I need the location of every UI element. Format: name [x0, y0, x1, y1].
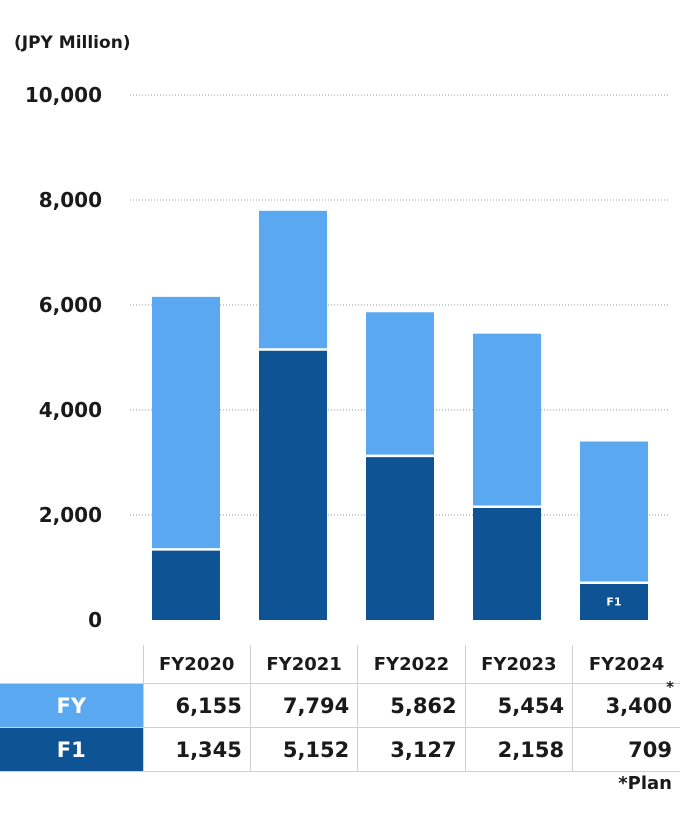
y-tick-label: 0: [88, 608, 102, 632]
cell-fy-2022: 5,862: [357, 683, 466, 728]
cell-fy-2023: 5,454: [464, 683, 573, 728]
cell-f1-2020: 1,345: [142, 727, 251, 772]
header-fy2022: FY2022: [357, 645, 466, 684]
bar-f1-fy2020: [152, 549, 220, 620]
y-tick-label: 8,000: [39, 188, 102, 212]
bar-f1-fy2023: [473, 506, 541, 620]
cell-f1-2023: 2,158: [464, 727, 573, 772]
table-row-fy: FY 6,155 7,794 5,862 5,454 * 3,400: [0, 678, 680, 728]
plan-asterisk: *: [666, 678, 674, 696]
y-tick-label: 6,000: [39, 293, 102, 317]
table-header-row: FY2020 FY2021 FY2022 FY2023 FY2024: [0, 645, 680, 684]
header-fy2020: FY2020: [142, 645, 251, 684]
row-label-fy: FY: [0, 683, 143, 728]
bar-f1-fy2021: [259, 349, 327, 620]
bar-annotation: F1: [606, 595, 621, 608]
y-tick-label: 4,000: [39, 398, 102, 422]
bar-chart: 0 2,000 4,000 6,000 8,000 10,000 F1: [25, 83, 668, 632]
cell-fy-2024: * 3,400: [572, 678, 680, 728]
cell-fy-2020: 6,155: [142, 683, 251, 728]
header-blank: [0, 645, 143, 684]
cell-fy-2021: 7,794: [249, 683, 358, 728]
bar-f1-fy2024: [580, 582, 648, 620]
y-tick-label: 2,000: [39, 503, 102, 527]
cell-f1-2022: 3,127: [357, 727, 466, 772]
cell-f1-2024: 709: [572, 727, 680, 772]
y-tick-label: 10,000: [25, 83, 102, 107]
unit-label: (JPY Million): [14, 33, 131, 53]
data-table: FY2020 FY2021 FY2022 FY2023 FY2024 FY 6,…: [0, 645, 680, 772]
cell-fy-2024-value: 3,400: [605, 693, 672, 718]
row-label-f1: F1: [0, 727, 143, 772]
table-row-f1: F1 1,345 5,152 3,127 2,158 709: [0, 727, 680, 772]
header-fy2023: FY2023: [464, 645, 573, 684]
bar-f1-fy2022: [366, 455, 434, 620]
cell-f1-2021: 5,152: [249, 727, 358, 772]
plan-footnote: *Plan: [618, 773, 672, 794]
header-fy2021: FY2021: [249, 645, 358, 684]
header-fy2024: FY2024: [572, 645, 680, 684]
